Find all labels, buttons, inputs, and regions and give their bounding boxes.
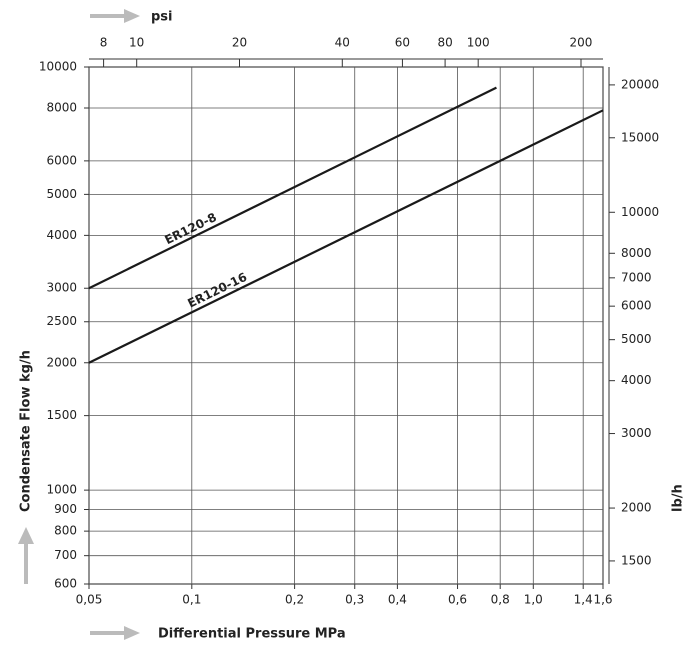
y-tick-label: 10000 bbox=[39, 60, 77, 74]
series-label: ER120-16 bbox=[185, 270, 249, 311]
x2-tick-label: 100 bbox=[467, 36, 490, 50]
x-tick-label: 1,0 bbox=[524, 593, 543, 607]
y-tick-label: 4000 bbox=[46, 228, 77, 242]
x2-tick-label: 20 bbox=[232, 36, 247, 50]
y2-tick-label: 6000 bbox=[621, 299, 652, 313]
arrow bbox=[90, 14, 124, 18]
arrow bbox=[24, 544, 28, 584]
y2-tick-label: 2000 bbox=[621, 501, 652, 515]
y-tick-label: 800 bbox=[54, 524, 77, 538]
x-tick-label: 0,2 bbox=[285, 593, 304, 607]
x2-axis-title: psi bbox=[151, 10, 173, 25]
x-tick-label: 1,4 bbox=[574, 593, 593, 607]
x-tick-label: 0,6 bbox=[448, 593, 467, 607]
x-tick-label: 0,1 bbox=[182, 593, 201, 607]
x2-tick-label: 8 bbox=[100, 36, 108, 50]
y-tick-label: 600 bbox=[54, 577, 77, 591]
y-tick-label: 1500 bbox=[46, 408, 77, 422]
y2-tick-label: 8000 bbox=[621, 246, 652, 260]
y-tick-label: 5000 bbox=[46, 187, 77, 201]
y-tick-label: 8000 bbox=[46, 101, 77, 115]
y2-tick-label: 4000 bbox=[621, 373, 652, 387]
x-axis-title: Differential Pressure MPa bbox=[158, 627, 346, 642]
y2-tick-label: 20000 bbox=[621, 77, 659, 91]
y2-axis-title: lb/h bbox=[671, 484, 686, 512]
arrow bbox=[124, 626, 140, 640]
x2-tick-label: 10 bbox=[129, 36, 144, 50]
x2-tick-label: 200 bbox=[570, 36, 593, 50]
x-tick-label: 0,8 bbox=[491, 593, 510, 607]
y-tick-label: 6000 bbox=[46, 153, 77, 167]
y-tick-label: 2500 bbox=[46, 314, 77, 328]
y2-tick-label: 1500 bbox=[621, 553, 652, 567]
x-tick-label: 1,6 bbox=[593, 593, 612, 607]
y2-tick-label: 10000 bbox=[621, 205, 659, 219]
y-tick-label: 900 bbox=[54, 502, 77, 516]
arrow bbox=[124, 9, 140, 23]
series-line bbox=[88, 86, 497, 290]
y-tick-label: 1000 bbox=[46, 483, 77, 497]
y-tick-label: 700 bbox=[54, 548, 77, 562]
x-tick-label: 0,4 bbox=[388, 593, 407, 607]
series-line bbox=[88, 109, 604, 364]
arrow bbox=[90, 631, 124, 635]
y2-tick-label: 3000 bbox=[621, 426, 652, 440]
x2-tick-label: 80 bbox=[437, 36, 452, 50]
x2-tick-label: 60 bbox=[395, 36, 410, 50]
y2-tick-label: 15000 bbox=[621, 130, 659, 144]
y2-tick-label: 7000 bbox=[621, 270, 652, 284]
x-tick-label: 0,3 bbox=[345, 593, 364, 607]
y2-tick-label: 5000 bbox=[621, 332, 652, 346]
x-tick-label: 0,05 bbox=[76, 593, 103, 607]
arrow bbox=[18, 527, 34, 544]
y-axis-title: Condensate Flow kg/h bbox=[19, 350, 34, 512]
y-tick-label: 3000 bbox=[46, 281, 77, 295]
y-tick-label: 2000 bbox=[46, 355, 77, 369]
x2-tick-label: 40 bbox=[335, 36, 350, 50]
arrows bbox=[18, 9, 140, 640]
